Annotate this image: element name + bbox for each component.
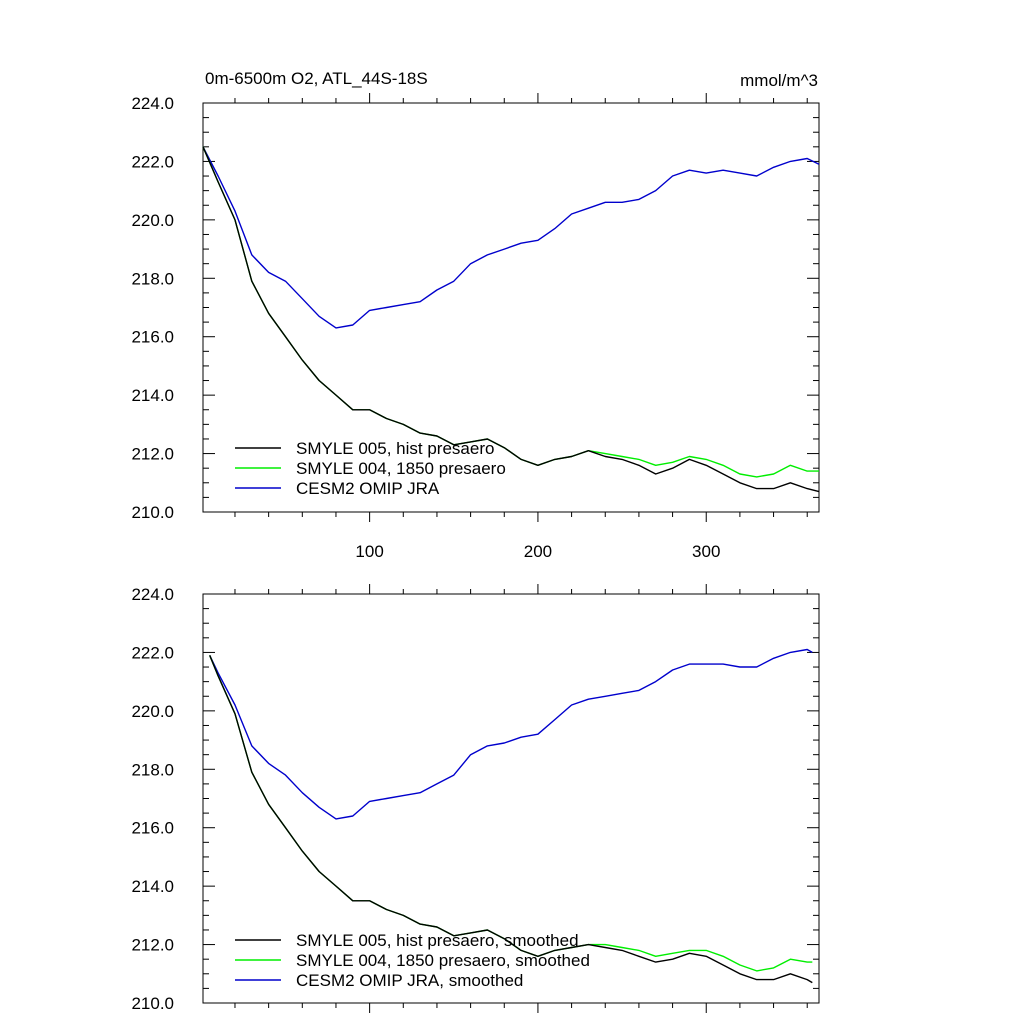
y-tick-label: 220.0 [131,702,174,721]
legend-label: CESM2 OMIP JRA [296,479,440,498]
series-line-0 [202,146,820,493]
series-line-2 [202,146,820,329]
axis-ticks [203,93,819,522]
x-tick-label: 200 [524,542,552,561]
legend-label: SMYLE 005, hist presaero [296,439,494,458]
y-tick-label: 218.0 [131,269,174,288]
y-tick-label: 212.0 [131,445,174,464]
legend-label: SMYLE 005, hist presaero, smoothed [296,931,579,950]
series-lines [209,648,813,984]
top-panel: 0m-6500m O2, ATL_44S-18S mmol/m^3 210.02… [131,69,820,561]
series-line-1 [202,146,819,478]
y-tick-label: 212.0 [131,936,174,955]
y-tick-label: 224.0 [131,94,174,113]
units-label: mmol/m^3 [740,71,818,90]
y-tick-label: 224.0 [131,585,174,604]
y-tick-label: 214.0 [131,386,174,405]
legend-label: SMYLE 004, 1850 presaero [296,459,506,478]
x-tick-label: 300 [692,542,720,561]
y-tick-labels: 210.0 212.0 214.0 216.0 218.0 220.0 222.0 224.0 [131,94,174,522]
y-tick-labels: 210.0 212.0 214.0 216.0 218.0 220.0 222.0 224.0 [131,585,174,1013]
legend-label: CESM2 OMIP JRA, smoothed [296,971,523,990]
legend: SMYLE 005, hist presaero, smoothedSMYLE … [235,931,590,990]
y-tick-label: 222.0 [131,643,174,662]
bottom-panel: 210.0 212.0 214.0 216.0 218.0 220.0 222.0 224.0… [131,584,820,1013]
chart-title: 0m-6500m O2, ATL_44S-18S [205,69,428,88]
series-lines [202,146,820,493]
y-tick-label: 214.0 [131,877,174,896]
series-line-0 [209,655,813,984]
y-tick-label: 222.0 [131,152,174,171]
legend-label: SMYLE 004, 1850 presaero, smoothed [296,951,590,970]
x-tick-labels: 100 200 300 [355,542,720,561]
series-line-2 [209,648,813,820]
axis-ticks [203,584,819,1013]
x-tick-label: 100 [355,542,383,561]
y-tick-label: 220.0 [131,211,174,230]
y-tick-label: 210.0 [131,503,174,522]
series-line-1 [209,655,813,972]
y-tick-label: 218.0 [131,760,174,779]
y-tick-label: 210.0 [131,994,174,1013]
y-tick-label: 216.0 [131,819,174,838]
y-tick-label: 216.0 [131,328,174,347]
